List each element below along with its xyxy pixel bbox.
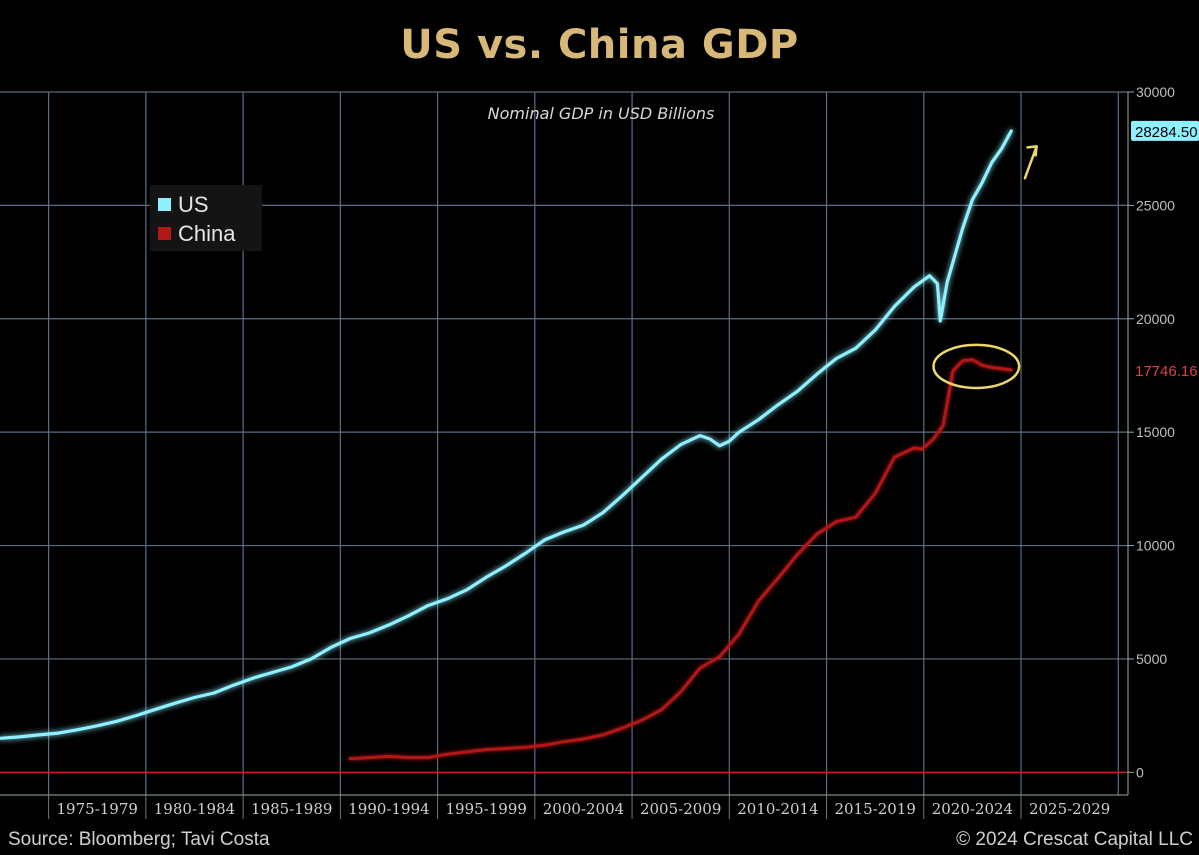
trend-arrow-shaft <box>1023 145 1038 180</box>
y-tick-label: 20000 <box>1136 311 1175 327</box>
x-tick-label: 2010-2014 <box>737 800 818 818</box>
y-tick-label: 30000 <box>1136 84 1175 100</box>
x-tick-label: 2025-2029 <box>1029 800 1110 818</box>
legend-item-china: China <box>158 220 235 248</box>
series-line-china <box>348 358 1013 761</box>
x-tick-label: 1990-1994 <box>348 800 429 818</box>
chart-subtitle: Nominal GDP in USD Billions <box>488 104 715 123</box>
axes: 0 5000 10000 15000 20000 25000 30000 1975-1979 1… <box>0 84 1175 819</box>
y-tick-label: 25000 <box>1136 197 1175 213</box>
x-tick-label: 2015-2019 <box>834 800 915 818</box>
value-labels: 28284.50 17746.16 <box>1131 120 1199 380</box>
y-tick-label: 5000 <box>1136 651 1167 667</box>
legend: US China <box>150 185 262 251</box>
annotations <box>932 145 1038 390</box>
legend-label-china: China <box>178 221 236 246</box>
legend-swatch-us <box>158 197 171 211</box>
highlight-ellipse <box>932 343 1021 390</box>
legend-swatch-china <box>158 226 171 240</box>
x-tick-label: 2020-2024 <box>932 800 1013 818</box>
chart-title: US vs. China GDP <box>400 22 799 68</box>
last-value-label-us: 28284.50 <box>1131 120 1199 141</box>
footer-source: Source: Bloomberg; Tavi Costa <box>8 829 270 850</box>
x-tick-label: 1985-1989 <box>251 800 332 818</box>
y-tick-label: 15000 <box>1136 424 1175 440</box>
series-line-us <box>0 129 1013 740</box>
last-value-text-us: 28284.50 <box>1135 124 1198 141</box>
x-tick-label: 2000-2004 <box>543 800 624 818</box>
chart-plot: 0 5000 10000 15000 20000 25000 30000 1975-1979 1… <box>0 84 1199 819</box>
series-lines <box>0 129 1013 761</box>
legend-item-us: US <box>158 191 209 219</box>
x-tick-label: 1975-1979 <box>57 800 138 818</box>
x-tick-label: 1995-1999 <box>445 800 526 818</box>
y-tick-label: 0 <box>1136 764 1144 780</box>
y-tick-label: 10000 <box>1136 538 1175 554</box>
x-tick-label: 2005-2009 <box>640 800 721 818</box>
x-tick-label: 1980-1984 <box>154 800 235 818</box>
last-value-label-china: 17746.16 <box>1131 359 1199 380</box>
legend-label-us: US <box>178 192 209 217</box>
last-value-badge-china <box>1131 359 1199 380</box>
last-value-badge-us <box>1131 120 1199 141</box>
trend-arrow-head <box>1026 145 1038 157</box>
footer-copyright: © 2024 Crescat Capital LLC <box>956 829 1193 850</box>
last-value-text-china: 17746.16 <box>1135 363 1198 380</box>
